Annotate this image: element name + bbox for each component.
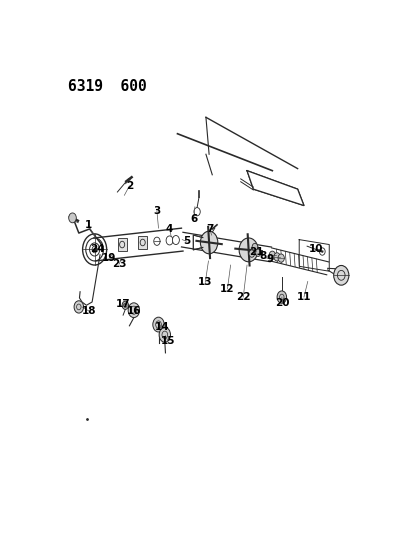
Circle shape (274, 253, 280, 261)
Text: 21: 21 (249, 247, 264, 257)
Ellipse shape (200, 231, 218, 254)
Text: 11: 11 (297, 292, 311, 302)
Polygon shape (94, 228, 183, 261)
Text: 12: 12 (220, 284, 235, 294)
Polygon shape (270, 248, 328, 275)
Circle shape (173, 236, 180, 245)
Circle shape (159, 327, 171, 342)
FancyBboxPatch shape (138, 236, 147, 249)
Circle shape (128, 303, 140, 318)
Text: 8: 8 (260, 251, 267, 261)
Text: 10: 10 (309, 245, 323, 254)
Circle shape (255, 249, 261, 256)
Text: 14: 14 (154, 322, 169, 333)
Text: 6319  600: 6319 600 (69, 79, 147, 94)
Circle shape (334, 265, 349, 285)
Text: 9: 9 (266, 254, 273, 264)
Text: 7: 7 (206, 224, 213, 235)
Circle shape (277, 291, 286, 303)
Circle shape (74, 301, 84, 313)
Text: 5: 5 (183, 236, 190, 246)
Polygon shape (182, 232, 271, 262)
Text: 20: 20 (275, 298, 290, 308)
Text: 24: 24 (91, 245, 105, 254)
Circle shape (166, 236, 173, 245)
Text: 3: 3 (153, 206, 161, 216)
Text: 6: 6 (190, 214, 197, 224)
Circle shape (69, 213, 76, 223)
Circle shape (278, 254, 284, 262)
Text: 13: 13 (198, 277, 213, 287)
Circle shape (153, 317, 164, 332)
FancyBboxPatch shape (118, 238, 126, 251)
Text: 22: 22 (236, 292, 251, 302)
Text: 15: 15 (161, 336, 175, 346)
Circle shape (154, 237, 160, 245)
Polygon shape (247, 171, 304, 206)
Text: 1: 1 (85, 220, 92, 230)
Text: 23: 23 (112, 259, 126, 269)
Text: 18: 18 (82, 306, 96, 316)
Circle shape (252, 243, 258, 251)
Text: 4: 4 (166, 224, 173, 234)
Ellipse shape (239, 238, 258, 262)
Circle shape (122, 301, 129, 309)
Circle shape (194, 207, 200, 216)
Text: 2: 2 (126, 181, 133, 191)
Circle shape (269, 251, 275, 260)
Text: 19: 19 (102, 253, 117, 263)
Text: 16: 16 (126, 306, 141, 316)
Circle shape (249, 250, 255, 257)
Text: 17: 17 (116, 299, 131, 309)
